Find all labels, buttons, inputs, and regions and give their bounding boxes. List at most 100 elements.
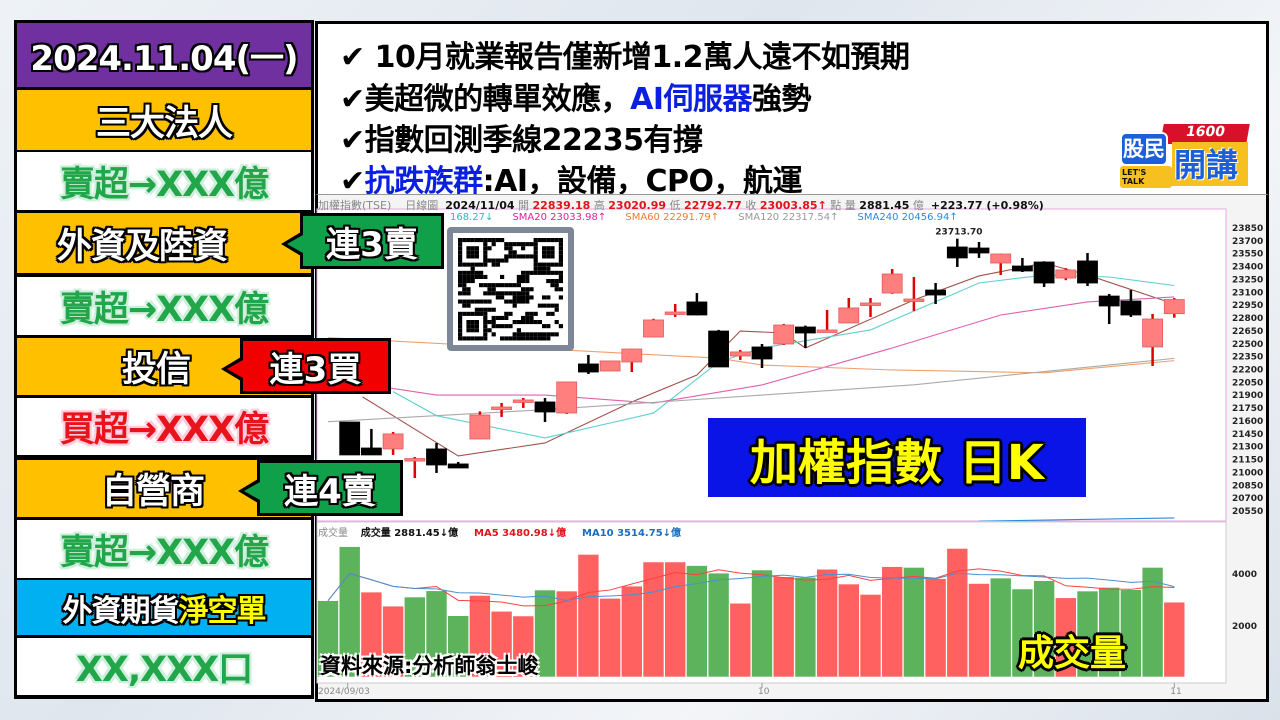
qr-module [546,324,551,329]
qr-module [529,332,534,337]
volume-bar [1098,587,1120,678]
qr-module [533,242,538,247]
price-tick-label: 22200 [1232,366,1263,376]
qr-module [474,336,479,341]
qr-module [554,332,559,337]
qr-module [525,332,530,337]
candle [1033,261,1055,288]
qr-module [533,266,538,271]
candle [664,304,686,317]
qr-module [550,254,555,259]
qr-module [458,291,463,296]
logo-tagline: LET'S TALK [1120,166,1172,188]
volume-unit: 億 [912,199,924,212]
candle [1055,268,1077,281]
qr-module [504,246,509,251]
qr-module [470,250,475,255]
qr-code[interactable] [447,227,574,351]
x-tick-label: 2024/09/03 [318,687,370,697]
volume-tick-label: 4000 [1232,570,1257,580]
candle-body [903,298,925,302]
qr-module [525,295,530,300]
qr-module [470,270,475,275]
qr-module [521,315,526,320]
headline-highlight: AI伺服器 [630,82,753,117]
volume-bar [903,567,925,678]
price-tick-label: 22350 [1232,353,1263,363]
qr-module [546,303,551,308]
qr-module [521,336,526,341]
qr-module [483,246,488,251]
qr-module [542,266,547,271]
candle [469,411,491,440]
candle [686,293,708,316]
price-tick-label: 22650 [1232,327,1263,337]
qr-module [516,242,521,247]
qr-module [458,274,463,279]
qr-module [458,254,463,259]
candle [643,318,664,338]
candle-body [1120,300,1142,316]
volume-bar [968,583,990,678]
candle [751,343,773,368]
ma-label: SMA60 22291.79↑ [625,212,720,223]
qr-module [491,258,496,263]
qr-module [537,262,542,267]
qr-module [558,242,563,247]
foreign-streak-badge: 連3賣 [281,213,444,269]
volume-bar [469,595,491,678]
dealer-streak-badge: 連4賣 [238,460,403,516]
candle-body [1033,261,1055,284]
qr-module [466,250,471,255]
candle-body [621,348,643,363]
qr-module [458,311,463,316]
qr-module [458,238,463,243]
volume-bar [1141,567,1164,678]
price-tick-label: 21000 [1232,468,1263,478]
candle-body [1142,318,1163,348]
volume-bar [338,546,361,678]
high-annotation: 23713.70 [935,228,982,238]
qr-module [546,238,551,243]
volume-bar [686,565,708,678]
qr-module [458,250,463,255]
candle [795,325,816,349]
qr-module [529,295,534,300]
qr-module [458,283,463,288]
qr-module [546,250,551,255]
qr-module [479,299,484,304]
low-label: 低 [669,199,681,212]
candle [773,323,795,346]
qr-module [470,328,475,333]
foreign-amount: 賣超→XXX億 [17,152,311,210]
qr-module [474,262,479,267]
qr-module [554,287,559,292]
volume-bar [620,585,643,678]
qr-module [512,283,517,288]
qr-module [458,242,463,247]
qr-module [558,262,563,267]
qr-module [533,311,538,316]
candle [990,253,1012,276]
qr-module [525,336,530,341]
candle-body [773,324,795,345]
candle-body [860,302,881,306]
candle-body [686,301,708,316]
qr-module [458,324,463,329]
qr-module [521,287,526,292]
qr-module [470,299,475,304]
qr-module [533,336,538,341]
qr-module [504,324,509,329]
qr-module [470,274,475,279]
volume-bar [1033,580,1055,678]
qr-module [554,320,559,325]
qr-module [458,299,463,304]
qr-module [521,246,526,251]
qr-module [495,258,500,263]
price-tick-label: 20550 [1232,507,1263,517]
qr-module [483,254,488,259]
qr-module [483,336,488,341]
headline-text: 10月就業報告僅新增1.2萬人遠不如預期 [374,40,910,75]
volume-bar [1055,597,1077,678]
qr-module [533,270,538,275]
